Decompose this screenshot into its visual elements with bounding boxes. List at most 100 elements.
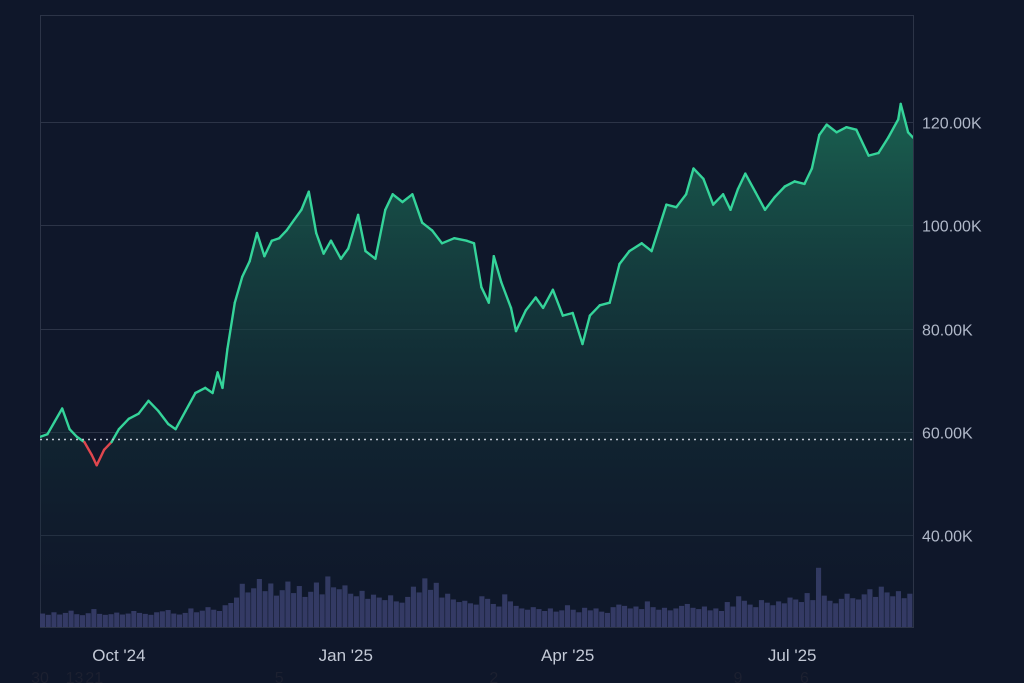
price-segment-up — [684, 167, 695, 196]
price-segment-up — [835, 125, 848, 134]
price-segment-up — [211, 371, 219, 395]
price-segment-down — [90, 453, 98, 467]
price-segment-up — [421, 221, 434, 232]
y-tick-label: 80.00K — [922, 323, 973, 340]
price-segment-up — [887, 118, 900, 139]
price-segment-up — [628, 242, 643, 253]
price-segment-up — [430, 229, 444, 245]
price-segment-up — [773, 185, 786, 199]
price-segment-up — [270, 236, 281, 242]
price-segment-up — [783, 180, 796, 188]
price-segment-up — [702, 177, 715, 206]
price-segment-up — [322, 239, 333, 255]
price-segment-up — [127, 412, 140, 420]
price-segment-up — [401, 193, 414, 204]
price-segment-up — [339, 247, 350, 260]
price-segment-up — [285, 218, 296, 232]
x-month-label: Oct '24 — [92, 646, 145, 665]
price-segment-up — [514, 309, 527, 333]
x-day-label: 6 — [800, 670, 809, 683]
price-segment-up — [147, 399, 160, 413]
price-segment-up — [480, 286, 490, 304]
price-segment-up — [203, 386, 214, 395]
price-segment-up — [524, 296, 537, 312]
price-segment-up — [440, 236, 456, 245]
price-segment-up — [551, 288, 564, 317]
price-segment-up — [384, 193, 394, 212]
price-segment-up — [640, 242, 653, 253]
price-segment-up — [61, 407, 71, 431]
price-segment-up — [40, 433, 49, 439]
price-segment-up — [487, 255, 495, 304]
price-segment-up — [763, 195, 777, 212]
price-segment-down — [95, 448, 106, 467]
x-month-label: Apr '25 — [541, 646, 594, 665]
price-segment-up — [899, 102, 910, 134]
plot-frame — [40, 15, 914, 628]
price-segment-up — [818, 123, 828, 137]
y-tick-label: 60.00K — [922, 426, 973, 443]
price-segment-up — [240, 260, 251, 279]
price-segment-up — [68, 428, 79, 439]
price-area-fill — [40, 103, 913, 627]
price-segment-up — [465, 239, 476, 245]
x-day-label: 9 — [733, 670, 742, 683]
price-segment-up — [803, 167, 814, 186]
price-segment-up — [300, 190, 310, 212]
price-segment-up — [729, 187, 740, 212]
price-area — [40, 103, 913, 627]
price-segment-up — [472, 242, 483, 289]
price-segment-up — [364, 249, 377, 260]
price-segment-up — [736, 172, 747, 191]
price-segment-up — [248, 231, 259, 263]
price-segment-up — [877, 136, 890, 155]
price-segment-up — [588, 304, 601, 317]
x-month-label: Jan '25 — [319, 646, 373, 665]
price-segment-up — [845, 125, 858, 131]
price-segment-up — [166, 422, 177, 431]
price-segment-up — [374, 208, 387, 260]
price-segment-up — [541, 288, 555, 310]
price-segment-up — [46, 420, 56, 436]
price-segment-up — [650, 226, 661, 253]
price-segment-up — [608, 262, 621, 304]
y-tick-label: 100.00K — [922, 219, 982, 236]
price-segment-up — [226, 301, 237, 351]
price-segment-up — [509, 306, 518, 333]
price-line — [40, 102, 913, 467]
x-axis-labels: Oct '24 Jan '25 Apr '25 Jul '25 30 13 21 5 2 9 6 — [31, 646, 816, 683]
x-day-label: 30 — [31, 670, 49, 683]
x-day-label: 21 — [85, 670, 103, 683]
price-segment-up — [356, 213, 367, 253]
price-segment-up — [657, 203, 668, 230]
price-segment-up — [391, 193, 404, 204]
price-segment-up — [174, 409, 187, 431]
price-segment-up — [825, 123, 838, 134]
price-segment-up — [665, 203, 678, 209]
price-segment-down — [83, 440, 94, 457]
price-segment-up — [157, 409, 170, 426]
price-segment-down — [102, 440, 113, 451]
y-tick-label: 120.00K — [922, 116, 982, 133]
x-day-label: 2 — [489, 670, 498, 683]
price-segment-up — [453, 236, 468, 242]
price-segment-up — [53, 407, 64, 423]
price-segment-up — [744, 172, 757, 193]
price-segment-up — [137, 399, 150, 415]
price-segment-up — [233, 275, 244, 304]
price-segment-up — [571, 311, 584, 346]
price-segment-up — [411, 193, 424, 224]
price-segment-up — [184, 391, 197, 413]
price-segment-up — [492, 255, 503, 284]
x-month-label: Jul '25 — [768, 646, 817, 665]
x-day-label: 13 — [66, 670, 84, 683]
price-segment-up — [194, 386, 207, 395]
x-day-label: 5 — [275, 670, 284, 683]
price-segment-up — [347, 213, 360, 250]
price-segment-up — [793, 180, 806, 186]
price-segment-up — [263, 239, 273, 258]
price-segment-up — [255, 231, 266, 258]
price-segment-up — [906, 131, 913, 139]
